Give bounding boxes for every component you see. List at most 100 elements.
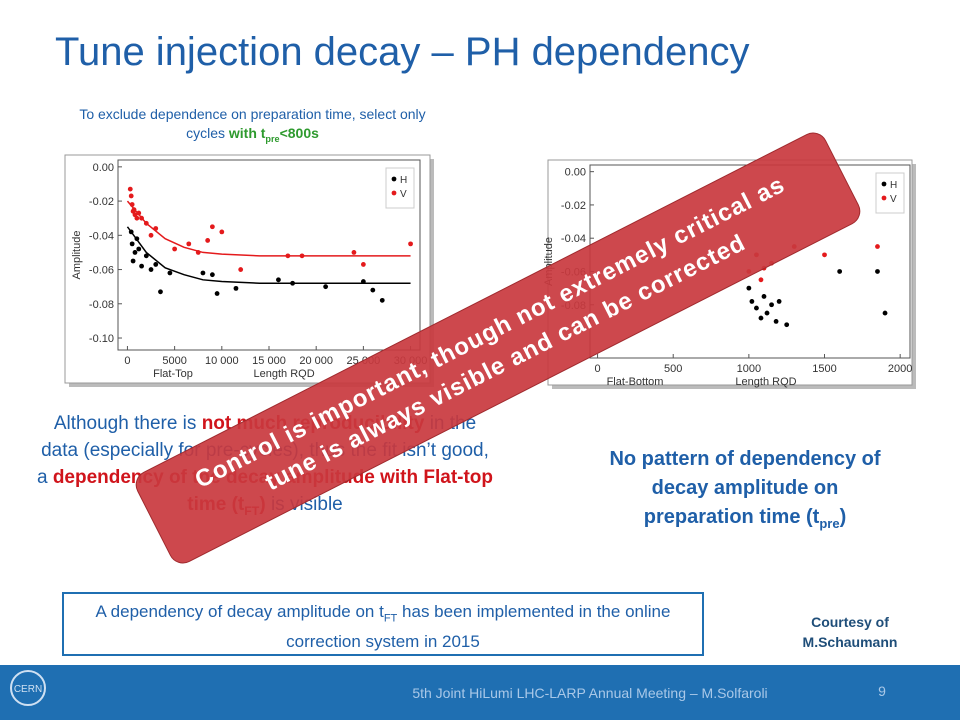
point — [209, 272, 215, 278]
point — [233, 285, 239, 291]
point — [214, 291, 220, 296]
logo-ring — [10, 670, 46, 706]
point — [822, 252, 827, 258]
point — [764, 310, 770, 316]
point — [136, 246, 142, 252]
y-tick-label: -0.04 — [561, 233, 586, 245]
text: is visible — [265, 494, 343, 515]
point — [134, 236, 140, 242]
point — [784, 322, 790, 328]
footer-bar — [0, 665, 960, 720]
point — [238, 267, 244, 272]
chart-frame — [64, 154, 431, 384]
y-tick-label: 0.00 — [93, 162, 114, 174]
point — [746, 285, 752, 291]
point — [134, 215, 140, 221]
y-tick-label: -0.06 — [89, 265, 114, 277]
y-tick-label: 0.00 — [565, 167, 586, 179]
subscript: FT — [244, 503, 260, 518]
point — [754, 305, 759, 311]
page-number: 9 — [878, 683, 886, 699]
note-box: A dependency of decay amplitude on tFT h… — [62, 592, 704, 656]
text: ) — [839, 506, 847, 528]
point — [299, 253, 305, 259]
point — [370, 287, 376, 293]
point — [167, 270, 173, 276]
point — [130, 258, 136, 264]
point — [882, 310, 888, 316]
point — [758, 315, 764, 321]
point — [219, 229, 225, 235]
caption-end: <800s — [279, 125, 319, 141]
text: has been implemented in the online corre… — [286, 602, 671, 652]
point — [128, 193, 134, 199]
point — [761, 265, 767, 271]
point — [129, 241, 135, 247]
x-tick-label: 0 — [124, 355, 130, 367]
point — [143, 253, 149, 259]
legend-swatch — [881, 195, 887, 201]
x-tick-label: 500 — [664, 363, 682, 375]
x-tick-label: 1500 — [812, 363, 836, 375]
x-tick-label: 1000 — [737, 363, 761, 375]
x-tick-label: 2000 — [888, 363, 912, 375]
y-tick-label: -0.06 — [561, 266, 586, 278]
title: Tune injection decay – PH dependency — [55, 30, 750, 74]
point — [153, 262, 159, 267]
point — [746, 269, 752, 274]
point — [769, 302, 774, 308]
point — [131, 207, 137, 213]
point — [761, 294, 767, 299]
legend — [875, 172, 905, 214]
x-axis-label: Length RQD — [254, 368, 315, 380]
x-tick-label: 5000 — [162, 355, 186, 367]
point — [195, 250, 201, 255]
point — [791, 244, 797, 249]
point — [769, 260, 774, 266]
caption: To exclude dependence on preparation tim… — [70, 105, 435, 149]
legend-label: H — [400, 175, 407, 186]
point — [773, 318, 779, 324]
footer-text: 5th Joint HiLumi LHC-LARP Annual Meeting… — [412, 685, 767, 701]
caption-highlight: with t — [228, 125, 266, 141]
point — [148, 232, 154, 238]
legend-label: H — [890, 180, 897, 191]
x-tick-label: 20 000 — [299, 355, 333, 367]
chart-note: Flat-Top — [153, 368, 193, 380]
point — [139, 215, 144, 221]
point — [153, 226, 159, 231]
emphasis: not much reproducibility — [201, 413, 425, 434]
legend-swatch — [391, 190, 397, 196]
right-text: No pattern of dependency of decay amplit… — [595, 445, 895, 538]
point — [875, 269, 880, 274]
y-tick-label: -0.08 — [561, 300, 586, 312]
legend-label: V — [400, 189, 407, 200]
point — [209, 224, 215, 230]
point — [749, 299, 755, 304]
logo: CERN — [14, 684, 42, 695]
subscript: FT — [383, 612, 398, 625]
point — [290, 280, 295, 286]
x-tick-label: 30 000 — [394, 355, 428, 367]
y-tick-label: -0.08 — [89, 299, 114, 311]
point — [351, 250, 357, 255]
point — [172, 246, 178, 252]
point — [323, 284, 329, 290]
point — [158, 289, 163, 295]
point — [758, 277, 764, 283]
point — [408, 241, 413, 247]
chart-frame — [547, 159, 913, 386]
point — [360, 262, 366, 267]
point — [776, 299, 782, 304]
legend-swatch — [391, 176, 397, 182]
courtesy: Courtesy of M.Schaumann — [802, 614, 898, 650]
subscript: pre — [819, 516, 840, 531]
point — [205, 238, 211, 243]
point — [285, 253, 291, 259]
x-tick-label: 25 000 — [347, 355, 381, 367]
point — [128, 229, 134, 235]
point — [143, 220, 149, 226]
point — [136, 210, 142, 216]
x-tick-label: 0 — [595, 363, 601, 375]
